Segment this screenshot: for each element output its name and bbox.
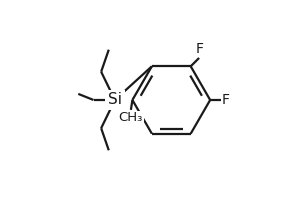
Text: F: F <box>196 42 204 56</box>
Text: F: F <box>222 93 230 107</box>
Text: Si: Si <box>108 92 122 108</box>
Text: CH₃: CH₃ <box>119 111 143 124</box>
